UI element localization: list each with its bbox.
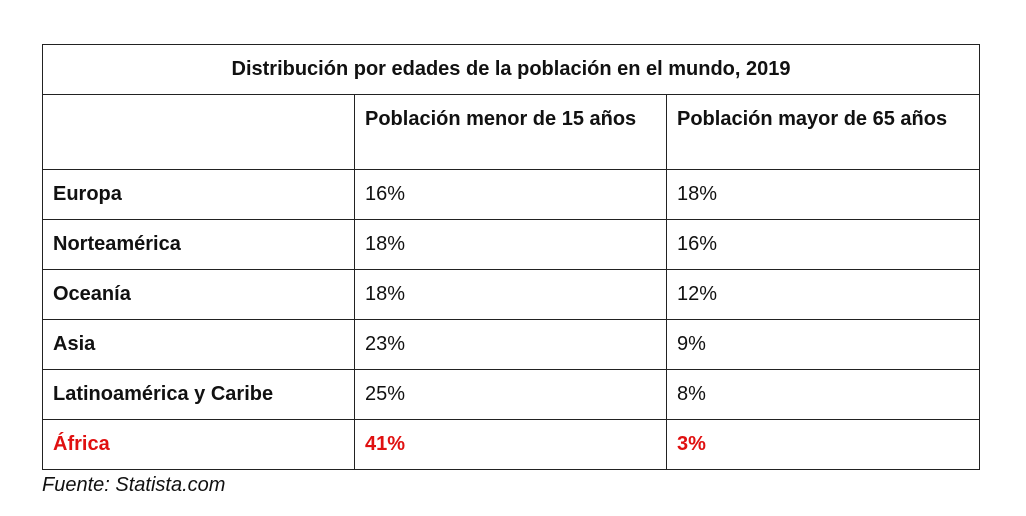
- table-row: Oceanía 18% 12%: [42, 269, 981, 320]
- under15-cell: 25%: [354, 369, 667, 420]
- over65-cell: 18%: [665, 169, 981, 220]
- table-row: Europa 16% 18%: [42, 169, 981, 220]
- over65-cell: 8%: [665, 369, 981, 420]
- table-row-highlighted: África 41% 3%: [42, 419, 981, 470]
- region-cell: Norteamérica: [42, 219, 355, 270]
- under15-cell: 16%: [354, 169, 667, 220]
- header-empty-cell: [42, 94, 355, 170]
- over65-cell: 3%: [665, 419, 981, 470]
- region-cell: Latinoamérica y Caribe: [42, 369, 355, 420]
- source-caption: Fuente: Statista.com: [42, 474, 226, 496]
- table-row: Norteamérica 18% 16%: [42, 219, 981, 270]
- table-title: Distribución por edades de la población …: [41, 44, 981, 95]
- population-age-table: Distribución por edades de la población …: [41, 44, 981, 470]
- header-over-65: Población mayor de 65 años: [665, 94, 981, 170]
- table-header-row: Población menor de 15 años Población may…: [42, 94, 981, 170]
- region-cell: Europa: [42, 169, 355, 220]
- under15-cell: 18%: [354, 269, 667, 320]
- over65-cell: 12%: [665, 269, 981, 320]
- region-cell: Oceanía: [42, 269, 355, 320]
- region-cell: Asia: [42, 319, 355, 370]
- under15-cell: 23%: [354, 319, 667, 370]
- over65-cell: 9%: [665, 319, 981, 370]
- region-cell: África: [42, 419, 355, 470]
- under15-cell: 18%: [354, 219, 667, 270]
- table-row: Asia 23% 9%: [42, 319, 981, 370]
- population-table-container: Distribución por edades de la población …: [41, 44, 981, 470]
- under15-cell: 41%: [354, 419, 667, 470]
- over65-cell: 16%: [665, 219, 981, 270]
- header-under-15: Población menor de 15 años: [354, 94, 667, 170]
- table-row: Latinoamérica y Caribe 25% 8%: [42, 369, 981, 420]
- table-title-row: Distribución por edades de la población …: [41, 44, 981, 95]
